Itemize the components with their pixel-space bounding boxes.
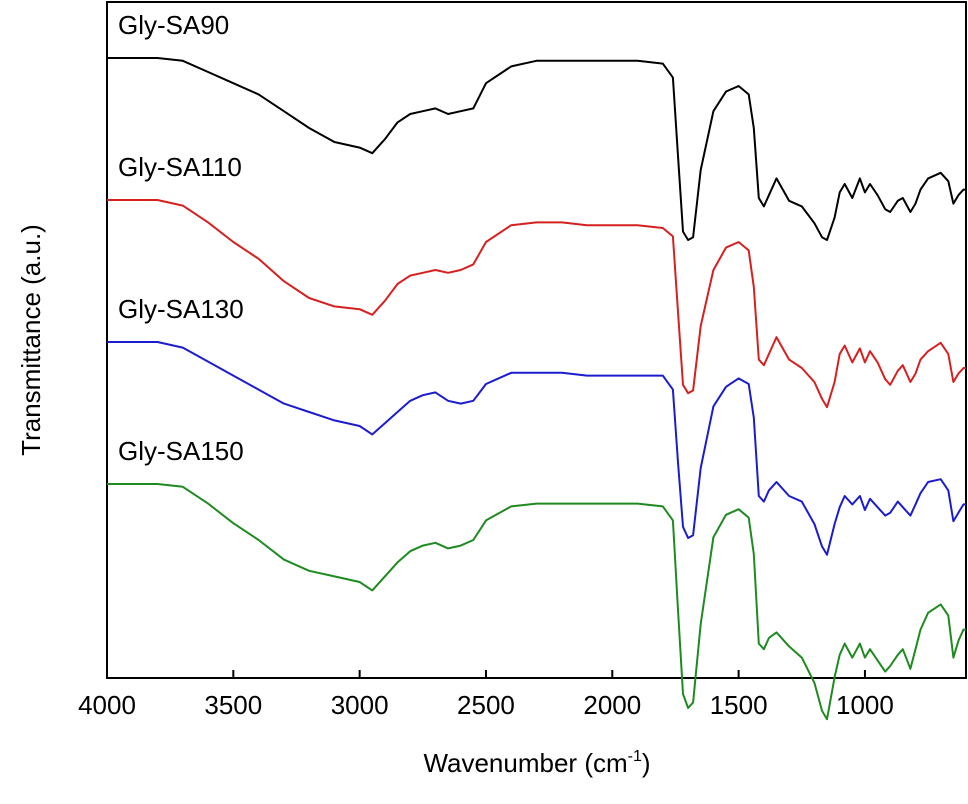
x-axis-ticks: 4000 3500 3000 2500 2000 1500 1000 (78, 670, 894, 720)
y-axis-title: Transmittance (a.u.) (16, 224, 46, 456)
plot-frame (106, 1, 967, 679)
x-tick-label-2000: 2000 (583, 690, 641, 720)
x-tick-label-1500: 1500 (710, 690, 768, 720)
x-axis-title-main: Wavenumber (cm (423, 748, 627, 778)
series-layer (107, 57, 966, 721)
x-axis-title-sup: -1 (628, 748, 642, 765)
series-label-4: Gly-SA150 (118, 436, 244, 466)
series-line-2 (107, 199, 966, 409)
series-line-3 (107, 341, 966, 556)
series-line-1 (107, 57, 966, 241)
series-label-3: Gly-SA130 (118, 294, 244, 324)
series-label-1: Gly-SA90 (118, 10, 229, 40)
x-tick-label-1000: 1000 (836, 690, 894, 720)
x-tick-label-3000: 3000 (331, 690, 389, 720)
x-axis-title-close: ) (642, 748, 651, 778)
series-labels: Gly-SA90 Gly-SA110 Gly-SA130 Gly-SA150 (118, 10, 244, 466)
x-tick-label-4000: 4000 (78, 690, 136, 720)
x-tick-label-3500: 3500 (204, 690, 262, 720)
series-label-2: Gly-SA110 (118, 152, 242, 182)
series-line-4 (107, 483, 966, 721)
x-axis-title: Wavenumber (cm-1) (423, 748, 650, 778)
x-tick-label-2500: 2500 (457, 690, 515, 720)
